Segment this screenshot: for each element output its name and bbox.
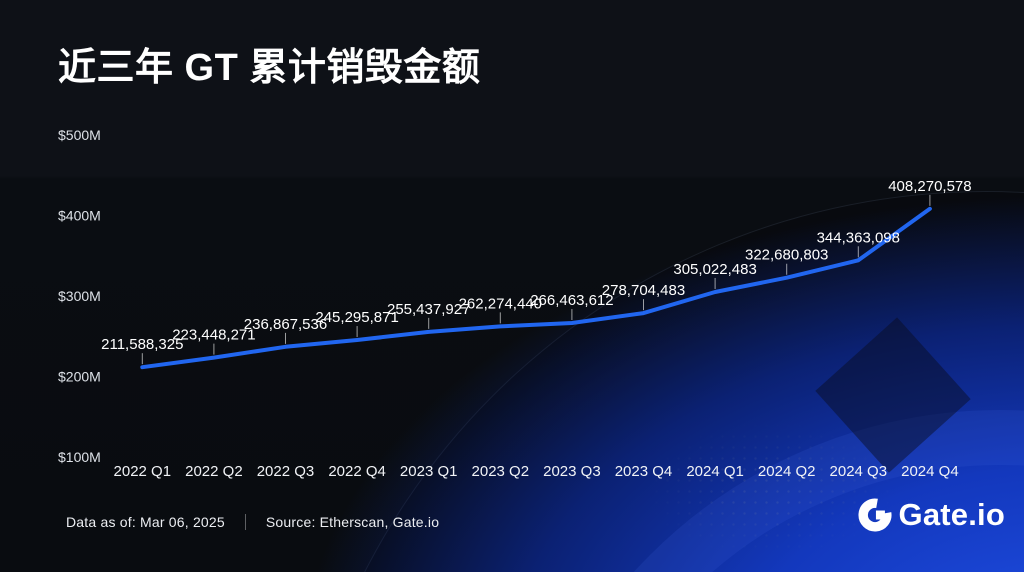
footer-divider (244, 514, 246, 530)
data-point-label: 211,588,325 (101, 336, 183, 353)
y-axis-tick-label: $300M (58, 288, 101, 304)
chart-title: 近三年 GT 累计销毁金额 (58, 47, 481, 89)
gate-logo-icon (858, 498, 892, 532)
y-axis-tick-label: $200M (58, 369, 101, 385)
data-point-label: 236,867,536 (244, 316, 327, 333)
x-axis-tick-label: 2023 Q3 (543, 463, 601, 480)
data-as-of-label: Data as of: Mar 06, 2025 (66, 514, 225, 530)
x-axis-tick-label: 2024 Q2 (758, 463, 816, 480)
data-point-label: 408,270,578 (888, 178, 971, 195)
data-point-label: 322,680,803 (745, 247, 828, 264)
y-axis-tick-label: $100M (58, 449, 101, 465)
data-point-label: 305,022,483 (673, 261, 756, 278)
data-point-label: 266,463,612 (530, 292, 613, 309)
x-axis-tick-label: 2022 Q3 (257, 463, 315, 480)
x-axis-tick-label: 2024 Q3 (830, 463, 888, 480)
burn-line-series (140, 206, 932, 370)
data-point-label: 255,437,927 (387, 301, 470, 318)
gateio-logo-text: Gate.io (898, 497, 1005, 532)
background-dot-pattern (640, 420, 900, 560)
x-axis-tick-label: 2024 Q4 (901, 463, 959, 480)
data-point-label: 223,448,271 (172, 327, 255, 344)
source-label: Source: Etherscan, Gate.io (265, 514, 440, 530)
x-axis-tick-label: 2022 Q1 (114, 463, 172, 480)
x-axis-tick-label: 2024 Q1 (686, 463, 744, 480)
x-axis-tick-label: 2022 Q2 (185, 463, 243, 480)
y-axis-tick-label: $500M (58, 127, 101, 143)
data-point-label: 278,704,483 (602, 282, 685, 299)
footer: Data as of: Mar 06, 2025 Source: Ethersc… (66, 514, 439, 530)
x-axis-tick-label: 2023 Q4 (615, 463, 673, 480)
data-point-label: 262,274,440 (459, 295, 542, 312)
x-axis-tick-label: 2023 Q2 (472, 463, 530, 480)
data-point-label: 344,363,098 (817, 229, 900, 246)
gateio-logo: Gate.io (858, 498, 1005, 532)
data-point-label: 245,295,871 (315, 309, 398, 326)
y-axis-tick-label: $400M (58, 208, 101, 224)
x-axis-tick-label: 2022 Q4 (328, 463, 386, 480)
x-axis-tick-label: 2023 Q1 (400, 463, 458, 480)
